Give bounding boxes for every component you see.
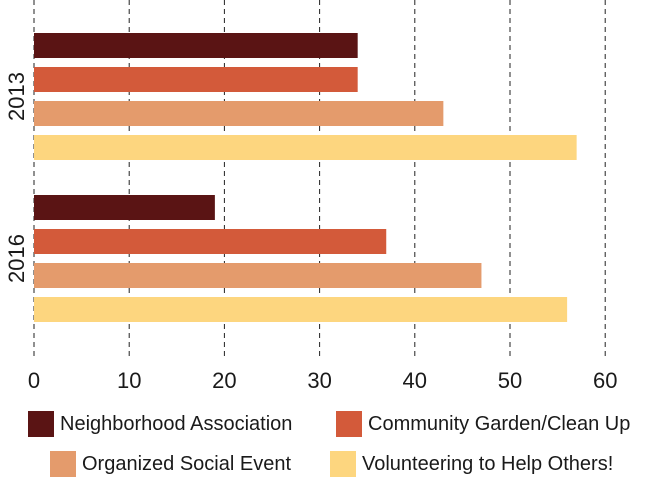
x-tick-label: 30 (307, 368, 331, 393)
legend-label: Community Garden/Clean Up (368, 412, 631, 435)
legend-item-volunteering: Volunteering to Help Others! (330, 449, 613, 479)
x-tick-label: 10 (117, 368, 141, 393)
legend-item-organized-social-event: Organized Social Event (50, 449, 291, 479)
bar-2016-0 (34, 195, 215, 220)
legend-row-2: Organized Social Event Volunteering to H… (0, 449, 672, 479)
bar-2016-1 (34, 229, 387, 254)
group-label: 2016 (4, 234, 29, 283)
bar-2016-3 (34, 297, 568, 322)
group-label: 2013 (4, 72, 29, 121)
x-tick-label: 60 (593, 368, 617, 393)
x-tick-label: 0 (28, 368, 40, 393)
legend-swatch (50, 451, 76, 477)
bar-2016-2 (34, 263, 482, 288)
x-tick-label: 20 (212, 368, 236, 393)
legend-label: Volunteering to Help Others! (362, 452, 614, 475)
bars (34, 33, 577, 322)
legend-label: Organized Social Event (82, 452, 292, 475)
legend-swatch (28, 411, 54, 437)
x-tick-label: 40 (403, 368, 427, 393)
bar-2013-3 (34, 135, 577, 160)
bar-2013-2 (34, 101, 444, 126)
bar-2013-1 (34, 67, 358, 92)
legend-item-community-garden: Community Garden/Clean Up (336, 409, 630, 439)
x-tick-label: 50 (498, 368, 522, 393)
legend-label: Neighborhood Association (60, 412, 293, 435)
group-labels: 2013 2016 (4, 72, 29, 283)
bar-2013-0 (34, 33, 358, 58)
legend-swatch (336, 411, 362, 437)
legend-row-1: Neighborhood Association Community Garde… (0, 409, 672, 439)
legend-item-neighborhood-association: Neighborhood Association (28, 409, 292, 439)
x-tick-labels: 0 10 20 30 40 50 60 (28, 368, 618, 393)
legend-swatch (330, 451, 356, 477)
bar-chart: 0 10 20 30 40 50 60 2013 2016 (4, 0, 618, 393)
